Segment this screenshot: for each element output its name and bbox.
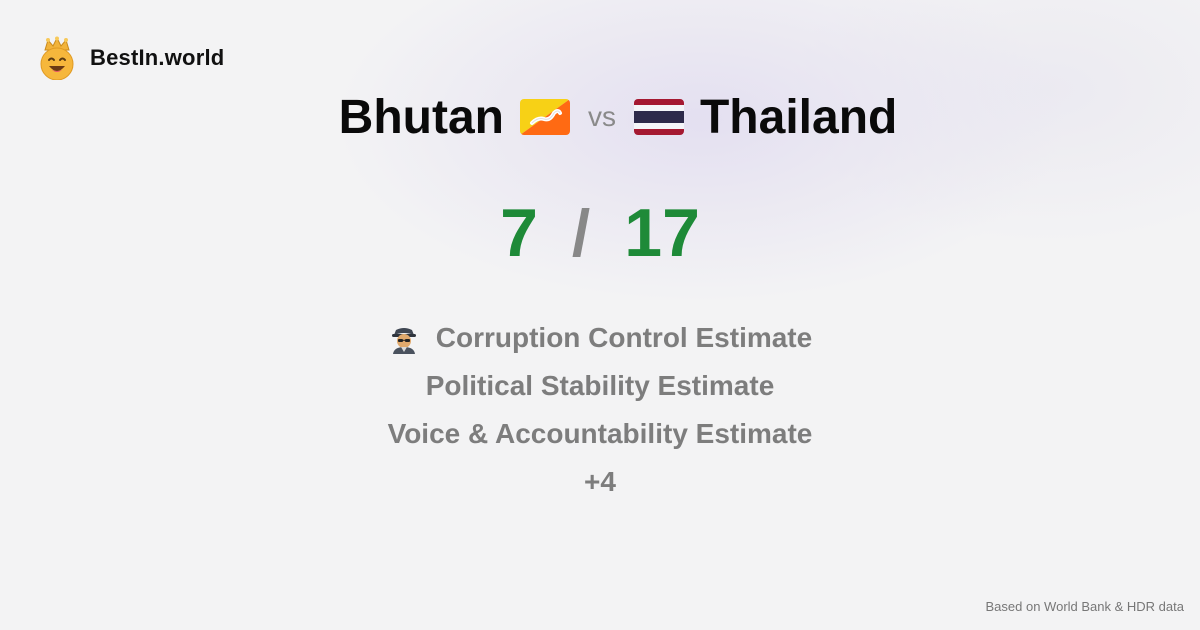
- metric-item[interactable]: Voice & Accountability Estimate: [388, 410, 813, 458]
- detective-icon: [391, 328, 416, 354]
- crowned-smiley-icon: [40, 36, 74, 80]
- comparison-title: Bhutan vs Thailand: [18, 86, 1200, 148]
- data-source-note: Based on World Bank & HDR data: [985, 599, 1184, 614]
- score-row: 7 / 17: [0, 195, 1200, 271]
- bhutan-flag-icon: [519, 99, 570, 135]
- metric-label: Corruption Control Estimate: [435, 322, 813, 353]
- brand-name: BestIn.world: [90, 45, 225, 70]
- metric-item[interactable]: Political Stability Estimate: [426, 362, 775, 410]
- metric-label: Political Stability Estimate: [425, 370, 775, 401]
- vs-label: vs: [587, 101, 616, 132]
- metric-item[interactable]: Corruption Control Estimate: [388, 314, 812, 362]
- metric-label: Voice & Accountability Estimate: [387, 418, 813, 449]
- more-metrics-count[interactable]: +4: [584, 458, 616, 506]
- score-separator: /: [571, 196, 591, 270]
- brand[interactable]: BestIn.world: [38, 36, 224, 80]
- country-a-name[interactable]: Bhutan: [338, 90, 504, 144]
- score-country-a: 7: [500, 195, 538, 271]
- country-b-name[interactable]: Thailand: [699, 90, 898, 144]
- more-metrics-label: +4: [584, 466, 616, 497]
- metrics-list: Corruption Control Estimate Political St…: [0, 314, 1200, 506]
- thailand-flag-icon: [633, 99, 684, 135]
- score-country-b: 17: [624, 195, 700, 271]
